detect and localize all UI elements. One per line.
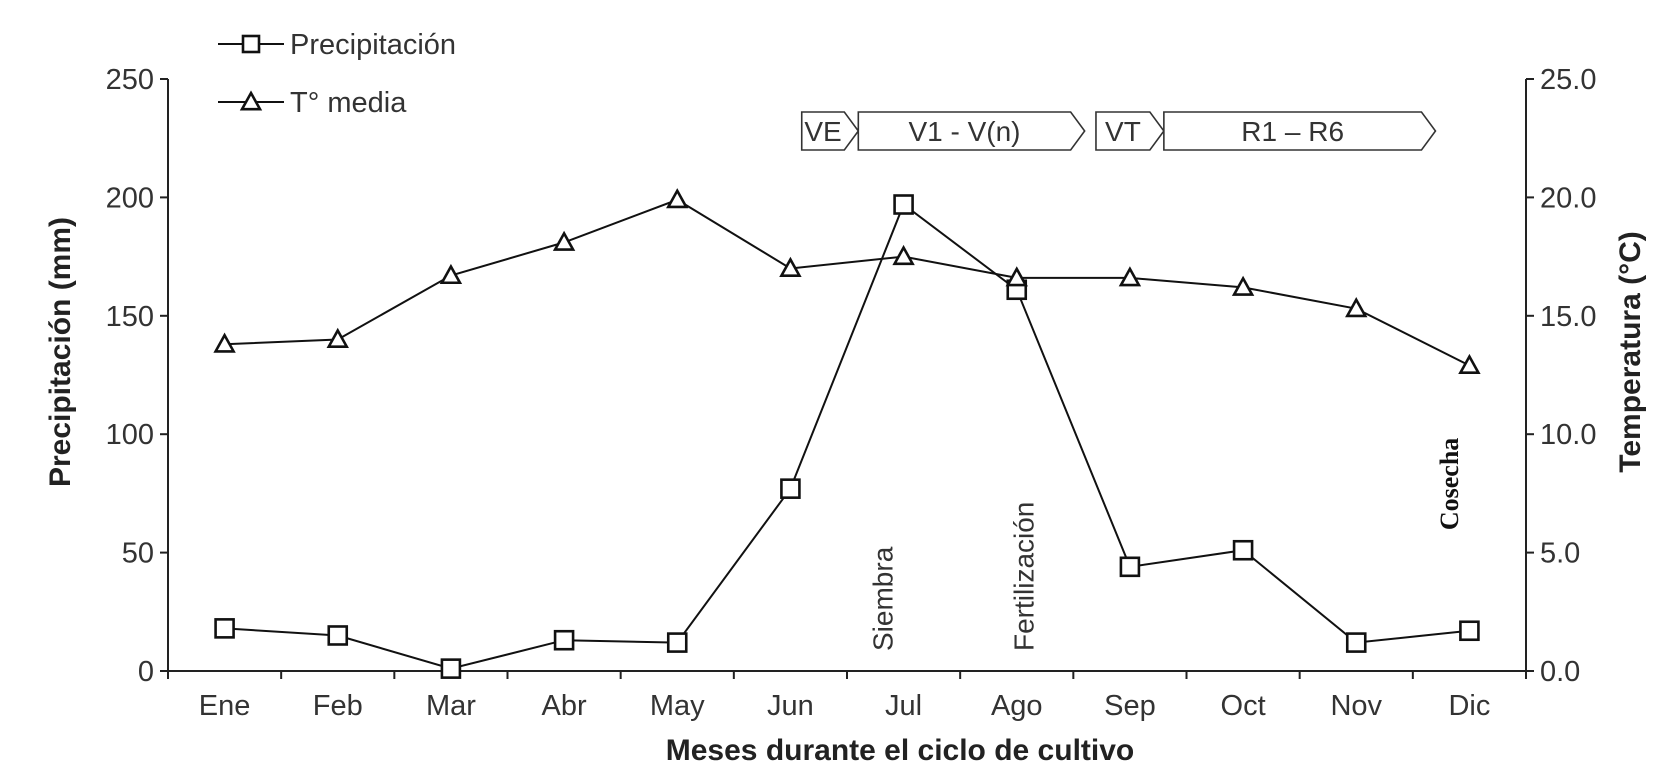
- x-tick-label: Ago: [991, 690, 1043, 722]
- y2-tick-label: 25.0: [1540, 64, 1596, 96]
- phase-arrow: [1095, 111, 1165, 151]
- data-point-square: [1232, 539, 1254, 561]
- y2-axis-title: Temperatura (°C): [1614, 231, 1647, 472]
- annotation-label: Fertilización: [1009, 502, 1040, 651]
- y2-tick-label: 0.0: [1540, 656, 1580, 688]
- y-tick-label: 50: [122, 538, 154, 570]
- phase-arrow: [857, 111, 1086, 151]
- data-point-triangle: [892, 244, 915, 266]
- data-point-square: [1459, 620, 1480, 642]
- y-tick-label: 0: [138, 656, 154, 688]
- data-point-square: [241, 34, 261, 54]
- y-tick-label: 150: [106, 301, 154, 333]
- phase-arrow: [800, 111, 860, 151]
- axis-titles: Meses durante el ciclo de cultivo Precip…: [44, 217, 1647, 767]
- x-tick-label: Mar: [426, 690, 476, 722]
- x-tick-label: Jul: [885, 690, 922, 722]
- y2-tick-label: 10.0: [1540, 419, 1596, 451]
- data-point-square: [327, 625, 349, 646]
- phase-label: R1 – R6: [1241, 116, 1344, 147]
- x-tick-label: Jun: [767, 690, 814, 722]
- y2-tick-label: 20.0: [1540, 182, 1596, 214]
- data-point-triangle: [1005, 266, 1028, 287]
- x-axis-title: Meses durante el ciclo de cultivo: [666, 734, 1135, 767]
- data-point-square: [440, 658, 462, 679]
- data-point-triangle: [439, 263, 463, 285]
- data-point-triangle: [1345, 297, 1368, 318]
- data-point-triangle: [1118, 266, 1142, 287]
- data-point-triangle: [213, 332, 236, 353]
- annotation-label: Cosecha: [1435, 438, 1464, 530]
- data-point-square: [553, 629, 575, 651]
- data-point-square: [666, 632, 688, 653]
- data-point-triangle: [779, 256, 802, 277]
- data-point-triangle: [1458, 353, 1481, 375]
- data-point-triangle: [666, 188, 689, 209]
- data-point-square: [214, 618, 235, 639]
- x-tick-label: May: [650, 690, 705, 722]
- phase-label: VE: [804, 116, 841, 147]
- x-tick-label: Sep: [1104, 690, 1156, 722]
- phase-label: V1 - V(n): [908, 116, 1020, 147]
- y-tick-label: 200: [106, 182, 154, 214]
- legend-label: Precipitación: [290, 29, 456, 61]
- data-point-triangle: [1231, 275, 1255, 296]
- y-tick-label: 100: [106, 419, 154, 451]
- data-point-square: [893, 194, 914, 215]
- axes: Ene Feb Mar Abr May Jun Jul Ago Sep Oct Nov Dic 0 50 1…: [106, 64, 1597, 722]
- x-tick-label: Dic: [1448, 690, 1490, 722]
- series-line: [224, 198, 1470, 367]
- y-axis-title: Precipitación (mm): [44, 217, 77, 487]
- legend-label: T° media: [290, 87, 407, 119]
- series-group: [213, 188, 1481, 679]
- annotation-label: Siembra: [867, 546, 898, 651]
- phase-bar: VE V1 - V(n) VT R1 – R6: [800, 111, 1437, 151]
- y2-tick-label: 15.0: [1540, 301, 1596, 333]
- x-tick-label: Nov: [1330, 690, 1382, 722]
- data-point-square: [1345, 632, 1367, 653]
- legend: Precipitación T° media: [218, 29, 456, 119]
- data-point-square: [1119, 556, 1141, 578]
- data-point-square: [780, 478, 801, 499]
- x-tick-label: Ene: [199, 690, 251, 722]
- x-tick-label: Abr: [542, 690, 587, 722]
- annotations: Siembra Fertilización Cosecha: [867, 438, 1464, 651]
- y-tick-label: 250: [106, 64, 154, 96]
- phase-arrow: [1163, 111, 1437, 151]
- x-tick-label: Feb: [313, 690, 363, 722]
- series-line: [224, 202, 1470, 670]
- data-point-triangle: [239, 90, 263, 111]
- x-tick-label: Oct: [1221, 690, 1266, 722]
- y2-tick-label: 5.0: [1540, 538, 1580, 570]
- data-point-triangle: [326, 327, 349, 348]
- phase-label: VT: [1105, 116, 1141, 147]
- data-point-triangle: [552, 230, 576, 251]
